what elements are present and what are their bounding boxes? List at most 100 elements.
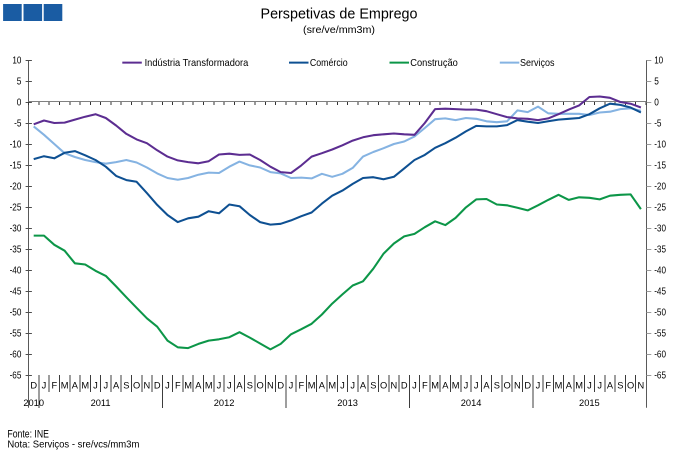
svg-text:J: J — [217, 381, 222, 391]
svg-text:-40: -40 — [654, 266, 666, 277]
svg-text:5: 5 — [17, 77, 22, 88]
svg-text:M: M — [328, 381, 336, 391]
svg-text:-60: -60 — [654, 350, 666, 361]
svg-text:-45: -45 — [10, 287, 22, 298]
svg-text:Serviços: Serviços — [520, 58, 555, 69]
svg-text:-10: -10 — [654, 140, 666, 151]
svg-text:-50: -50 — [654, 308, 666, 319]
svg-text:(sre/ve/mm3m): (sre/ve/mm3m) — [303, 25, 375, 36]
svg-text:O: O — [256, 381, 263, 391]
svg-text:2012: 2012 — [214, 398, 235, 408]
svg-text:O: O — [503, 381, 510, 391]
svg-text:Construção: Construção — [410, 58, 458, 69]
svg-text:-25: -25 — [10, 203, 22, 214]
svg-text:D: D — [30, 381, 37, 391]
svg-text:N: N — [267, 381, 274, 391]
svg-text:M: M — [308, 381, 316, 391]
svg-text:-30: -30 — [654, 224, 666, 235]
svg-text:S: S — [123, 381, 129, 391]
svg-text:-20: -20 — [654, 182, 666, 193]
svg-text:S: S — [370, 381, 376, 391]
svg-text:A: A — [72, 381, 79, 391]
svg-text:J: J — [42, 381, 47, 391]
svg-text:S: S — [494, 381, 500, 391]
svg-text:J: J — [474, 381, 479, 391]
svg-text:-40: -40 — [10, 266, 22, 277]
svg-text:2011: 2011 — [91, 398, 111, 408]
svg-text:M: M — [431, 381, 439, 391]
svg-text:-65: -65 — [654, 371, 666, 382]
svg-text:Fonte: INE: Fonte: INE — [7, 428, 49, 440]
svg-text:N: N — [638, 381, 645, 391]
svg-text:O: O — [380, 381, 387, 391]
svg-text:O: O — [627, 381, 634, 391]
svg-text:D: D — [277, 381, 284, 391]
svg-text:-50: -50 — [10, 308, 22, 319]
svg-text:-45: -45 — [654, 287, 666, 298]
svg-text:D: D — [154, 381, 161, 391]
svg-text:-5: -5 — [654, 119, 662, 130]
svg-text:Nota: Serviços - sre/vcs/mm3m: Nota: Serviços - sre/vcs/mm3m — [7, 439, 139, 450]
svg-text:J: J — [340, 381, 345, 391]
svg-text:A: A — [566, 381, 573, 391]
svg-text:J: J — [227, 381, 232, 391]
svg-text:N: N — [144, 381, 151, 391]
svg-text:2015: 2015 — [579, 398, 600, 408]
svg-text:Perspetivas de Emprego: Perspetivas de Emprego — [261, 7, 418, 23]
svg-text:J: J — [597, 381, 602, 391]
svg-text:-10: -10 — [10, 140, 22, 151]
svg-text:M: M — [205, 381, 213, 391]
svg-text:F: F — [422, 381, 428, 391]
svg-text:5: 5 — [654, 77, 659, 88]
svg-text:D: D — [401, 381, 408, 391]
svg-text:F: F — [175, 381, 181, 391]
svg-text:J: J — [412, 381, 417, 391]
svg-text:-55: -55 — [10, 329, 22, 340]
svg-text:J: J — [587, 381, 592, 391]
svg-text:M: M — [452, 381, 460, 391]
svg-text:M: M — [575, 381, 583, 391]
svg-text:2010: 2010 — [23, 398, 44, 408]
svg-text:S: S — [617, 381, 623, 391]
svg-text:0: 0 — [17, 98, 22, 109]
svg-text:Indústria Transformadora: Indústria Transformadora — [145, 58, 249, 69]
svg-text:A: A — [195, 381, 202, 391]
svg-text:2014: 2014 — [461, 398, 482, 408]
svg-text:A: A — [607, 381, 614, 391]
svg-text:A: A — [483, 381, 490, 391]
svg-text:-30: -30 — [10, 224, 22, 235]
svg-text:F: F — [51, 381, 57, 391]
svg-text:10: 10 — [12, 56, 21, 67]
svg-text:-35: -35 — [654, 245, 666, 256]
svg-text:J: J — [464, 381, 469, 391]
svg-text:F: F — [298, 381, 304, 391]
svg-text:10: 10 — [654, 56, 663, 67]
svg-text:A: A — [360, 381, 367, 391]
svg-text:-15: -15 — [10, 161, 22, 172]
svg-text:J: J — [103, 381, 108, 391]
svg-text:J: J — [536, 381, 541, 391]
svg-text:A: A — [113, 381, 120, 391]
svg-text:J: J — [93, 381, 98, 391]
svg-text:O: O — [133, 381, 140, 391]
svg-text:J: J — [165, 381, 170, 391]
svg-text:S: S — [247, 381, 253, 391]
svg-text:-20: -20 — [10, 182, 22, 193]
svg-text:A: A — [236, 381, 243, 391]
svg-text:-65: -65 — [10, 371, 22, 382]
svg-text:A: A — [319, 381, 326, 391]
svg-text:-60: -60 — [10, 350, 22, 361]
svg-text:-55: -55 — [654, 329, 666, 340]
svg-text:0: 0 — [654, 98, 659, 109]
svg-text:-15: -15 — [654, 161, 666, 172]
svg-text:N: N — [514, 381, 521, 391]
svg-text:M: M — [61, 381, 69, 391]
svg-text:J: J — [289, 381, 294, 391]
svg-text:M: M — [81, 381, 89, 391]
svg-text:M: M — [555, 381, 563, 391]
svg-text:F: F — [545, 381, 551, 391]
svg-text:J: J — [350, 381, 355, 391]
svg-text:Comércio: Comércio — [310, 58, 348, 69]
svg-text:D: D — [524, 381, 531, 391]
svg-text:A: A — [442, 381, 449, 391]
